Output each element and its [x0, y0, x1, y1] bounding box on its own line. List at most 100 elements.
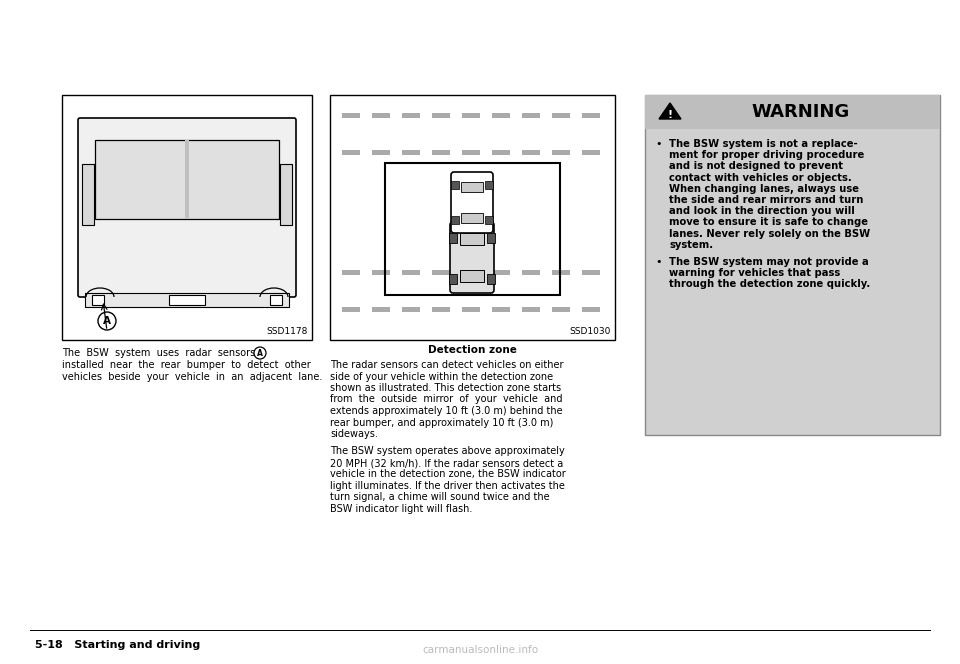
Bar: [342, 150, 360, 155]
Text: side of your vehicle within the detection zone: side of your vehicle within the detectio…: [330, 371, 553, 382]
Bar: [492, 270, 510, 275]
Text: through the detection zone quickly.: through the detection zone quickly.: [669, 280, 871, 290]
Bar: [522, 270, 540, 275]
Bar: [372, 113, 390, 118]
Bar: [485, 216, 493, 224]
Text: and look in the direction you will: and look in the direction you will: [669, 207, 854, 216]
FancyBboxPatch shape: [78, 118, 296, 297]
Text: the side and rear mirrors and turn: the side and rear mirrors and turn: [669, 195, 863, 205]
Bar: [385, 163, 560, 295]
Text: system.: system.: [669, 240, 713, 250]
Bar: [432, 270, 450, 275]
Bar: [552, 150, 570, 155]
Text: vehicle in the detection zone, the BSW indicator: vehicle in the detection zone, the BSW i…: [330, 469, 565, 479]
Text: light illuminates. If the driver then activates the: light illuminates. If the driver then ac…: [330, 481, 564, 491]
Bar: [432, 113, 450, 118]
Bar: [462, 150, 480, 155]
Text: The BSW system operates above approximately: The BSW system operates above approximat…: [330, 446, 564, 457]
Bar: [342, 307, 360, 312]
Bar: [451, 181, 459, 189]
Text: !: !: [667, 110, 673, 120]
Text: SSD1030: SSD1030: [569, 327, 611, 336]
Text: sideways.: sideways.: [330, 429, 378, 439]
Circle shape: [98, 312, 116, 330]
Text: contact with vehicles or objects.: contact with vehicles or objects.: [669, 173, 852, 183]
Text: When changing lanes, always use: When changing lanes, always use: [669, 184, 859, 194]
Text: and is not designed to prevent: and is not designed to prevent: [669, 161, 843, 171]
Bar: [522, 307, 540, 312]
FancyBboxPatch shape: [450, 222, 494, 293]
Bar: [342, 113, 360, 118]
Bar: [582, 150, 600, 155]
Bar: [330, 95, 615, 340]
Bar: [552, 307, 570, 312]
Bar: [487, 233, 495, 243]
Circle shape: [254, 347, 266, 359]
Bar: [522, 113, 540, 118]
Bar: [582, 270, 600, 275]
Bar: [582, 307, 600, 312]
Bar: [487, 274, 495, 284]
Bar: [402, 150, 420, 155]
Bar: [460, 270, 484, 282]
Bar: [451, 216, 459, 224]
Polygon shape: [659, 103, 681, 119]
Bar: [645, 95, 940, 129]
Bar: [462, 113, 480, 118]
Text: vehicles  beside  your  vehicle  in  an  adjacent  lane.: vehicles beside your vehicle in an adjac…: [62, 372, 323, 382]
Text: shown as illustrated. This detection zone starts: shown as illustrated. This detection zon…: [330, 383, 562, 393]
Bar: [552, 270, 570, 275]
Text: carmanualsonline.info: carmanualsonline.info: [422, 645, 538, 655]
Bar: [582, 113, 600, 118]
Bar: [460, 233, 484, 245]
Bar: [485, 181, 493, 189]
Bar: [342, 270, 360, 275]
Text: BSW indicator light will flash.: BSW indicator light will flash.: [330, 504, 472, 514]
FancyBboxPatch shape: [451, 172, 493, 233]
Bar: [270, 295, 282, 305]
Bar: [372, 150, 390, 155]
Text: turn signal, a chime will sound twice and the: turn signal, a chime will sound twice an…: [330, 493, 550, 503]
Text: rear bumper, and approximately 10 ft (3.0 m): rear bumper, and approximately 10 ft (3.…: [330, 418, 553, 428]
Bar: [492, 113, 510, 118]
Text: 5-18   Starting and driving: 5-18 Starting and driving: [35, 640, 201, 650]
Bar: [645, 95, 940, 435]
Text: A: A: [103, 316, 111, 326]
Text: The BSW system is not a replace-: The BSW system is not a replace-: [669, 139, 857, 149]
Bar: [449, 233, 457, 243]
Text: WARNING: WARNING: [752, 103, 850, 121]
Text: A: A: [257, 349, 263, 357]
Bar: [92, 295, 104, 305]
Text: •: •: [655, 139, 661, 149]
Bar: [169, 295, 205, 305]
Bar: [432, 307, 450, 312]
Bar: [95, 140, 279, 218]
Bar: [462, 307, 480, 312]
Bar: [461, 182, 483, 192]
Bar: [85, 293, 289, 307]
Bar: [552, 113, 570, 118]
Text: Detection zone: Detection zone: [428, 345, 516, 355]
Bar: [462, 270, 480, 275]
Text: from  the  outside  mirror  of  your  vehicle  and: from the outside mirror of your vehicle …: [330, 394, 563, 404]
Text: extends approximately 10 ft (3.0 m) behind the: extends approximately 10 ft (3.0 m) behi…: [330, 406, 563, 416]
Bar: [185, 140, 189, 218]
Text: move to ensure it is safe to change: move to ensure it is safe to change: [669, 217, 868, 227]
Text: warning for vehicles that pass: warning for vehicles that pass: [669, 268, 840, 278]
Bar: [82, 164, 94, 225]
Bar: [522, 150, 540, 155]
Bar: [402, 113, 420, 118]
Text: The BSW system may not provide a: The BSW system may not provide a: [669, 257, 869, 267]
Text: 20 MPH (32 km/h). If the radar sensors detect a: 20 MPH (32 km/h). If the radar sensors d…: [330, 458, 564, 468]
Text: The  BSW  system  uses  radar  sensors: The BSW system uses radar sensors: [62, 348, 255, 358]
Text: •: •: [655, 257, 661, 267]
Bar: [62, 95, 312, 340]
Text: The radar sensors can detect vehicles on either: The radar sensors can detect vehicles on…: [330, 360, 564, 370]
Text: ment for proper driving procedure: ment for proper driving procedure: [669, 150, 864, 160]
Bar: [402, 307, 420, 312]
Text: lanes. Never rely solely on the BSW: lanes. Never rely solely on the BSW: [669, 228, 870, 238]
Bar: [461, 213, 483, 223]
Bar: [280, 164, 292, 225]
Bar: [492, 150, 510, 155]
Bar: [492, 307, 510, 312]
